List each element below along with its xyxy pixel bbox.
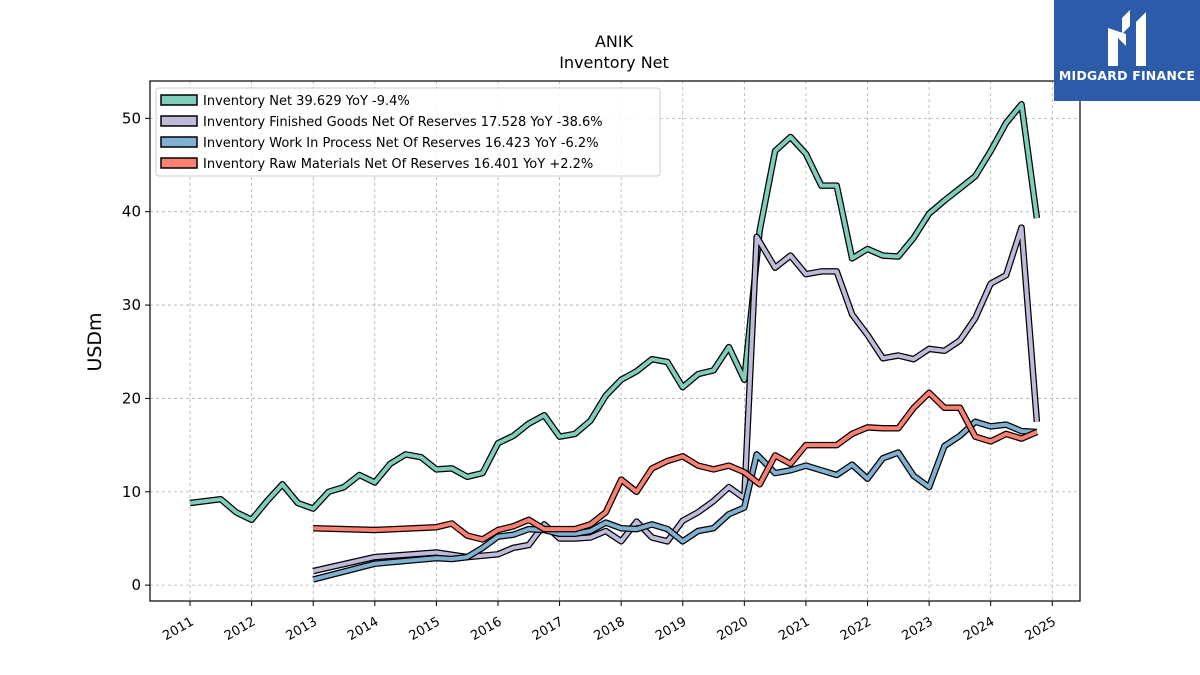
x-tick-label: 2021	[776, 614, 812, 644]
series-2	[312, 418, 1038, 583]
logo-text: MIDGARD FINANCE	[1058, 68, 1196, 83]
series-3	[313, 389, 1039, 543]
x-tick-label: 2024	[961, 614, 997, 644]
legend-swatch	[160, 115, 198, 127]
legend-box	[155, 87, 661, 177]
y-tick-label: 50	[122, 109, 141, 127]
y-tick-label: 40	[122, 203, 141, 221]
y-tick-label: 0	[131, 576, 141, 594]
legend-label: Inventory Work In Process Net Of Reserve…	[203, 136, 599, 151]
x-tick-label: 2016	[468, 614, 504, 644]
legend-entry: Inventory Work In Process Net Of Reserve…	[160, 136, 599, 151]
x-tick-label: 2025	[1023, 614, 1059, 644]
plot-frame	[149, 80, 1081, 602]
legend-entry: Inventory Finished Goods Net Of Reserves…	[160, 115, 603, 130]
legend-entry: Inventory Net 39.629 YoY -9.4%	[160, 94, 410, 109]
chart-subtitle: Inventory Net	[559, 53, 669, 72]
chart-title: ANIK	[595, 32, 634, 51]
legend-swatch	[160, 136, 198, 148]
y-axis: 0 10 20 30 40 50	[122, 109, 150, 594]
x-tick-label: 2011	[160, 614, 196, 644]
legend-label: Inventory Finished Goods Net Of Reserves…	[203, 115, 603, 130]
x-tick-label: 2015	[407, 614, 443, 644]
x-tick-label: 2013	[284, 614, 320, 644]
x-tick-label: 2022	[838, 614, 874, 644]
y-tick-label: 10	[122, 483, 141, 501]
series-line-outline	[313, 389, 1039, 543]
legend-swatch	[160, 94, 198, 106]
series-layer	[189, 101, 1041, 583]
midgard-finance-logo: MIDGARD FINANCE	[1054, 0, 1200, 101]
series-line	[312, 419, 1038, 582]
midgard-logo-icon	[1108, 10, 1146, 66]
x-tick-label: 2012	[222, 614, 258, 644]
x-axis: 2011 2012 2013 2014 2015 2016 2017 2018 2019 2020…	[160, 601, 1059, 644]
legend: Inventory Net 39.629 YoY -9.4% Inventory …	[155, 87, 661, 177]
x-tick-label: 2023	[899, 614, 935, 644]
x-tick-label: 2019	[653, 614, 689, 644]
legend-entry: Inventory Raw Materials Net Of Reserves …	[160, 157, 593, 172]
series-line	[313, 390, 1038, 542]
series-1	[312, 224, 1041, 575]
x-tick-label: 2017	[530, 614, 566, 644]
series-line-outline	[312, 224, 1041, 575]
y-tick-label: 30	[122, 296, 141, 314]
legend-label: Inventory Net 39.629 YoY -9.4%	[203, 94, 410, 109]
series-line	[189, 102, 1039, 522]
series-line	[312, 225, 1039, 574]
y-axis-label: USDm	[84, 312, 106, 371]
x-tick-label: 2020	[715, 614, 751, 644]
y-tick-label: 20	[122, 389, 141, 407]
legend-label: Inventory Raw Materials Net Of Reserves …	[203, 157, 593, 172]
legend-swatch	[160, 157, 198, 169]
x-tick-label: 2014	[345, 614, 381, 644]
series-0	[189, 101, 1041, 524]
x-tick-label: 2018	[592, 614, 628, 644]
